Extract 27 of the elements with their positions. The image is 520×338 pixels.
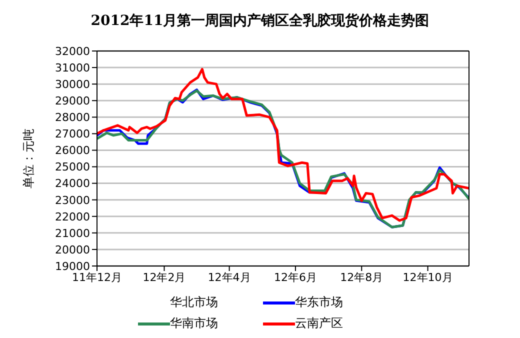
y-tick-label: 19000: [55, 260, 90, 273]
y-tick-label: 31000: [55, 61, 90, 74]
y-tick-label: 26000: [55, 144, 90, 158]
legend-label: 华东市场: [295, 294, 343, 311]
y-tick-label: 20000: [55, 243, 90, 256]
y-tick-label: 25000: [55, 160, 90, 174]
text: 华北市场: [169, 294, 219, 311]
chart-title: 2012年11月第一周国内产销区全乳胶现货价格走势图: [90, 12, 430, 30]
y-tick-label: 21000: [55, 226, 90, 240]
x-tick-label: 11年12月: [72, 270, 122, 284]
x-tick-label: 12年6月: [274, 270, 317, 284]
y-tick-label: 23000: [55, 194, 90, 207]
y-tick-label: 28000: [55, 111, 90, 124]
x-tick-label: 12年4月: [208, 270, 251, 284]
y-tick-label: 29000: [55, 94, 90, 108]
y-tick-label: 32000: [55, 44, 90, 58]
legend-label: 华南市场: [170, 315, 218, 332]
legend-label: 云南产区: [295, 315, 343, 332]
line-series: [97, 68, 469, 222]
x-tick-label: 12年8月: [340, 270, 384, 284]
y-tick-label: 27000: [55, 128, 90, 141]
y-tick-label: 22000: [55, 210, 90, 224]
x-tick-label: 12年2月: [142, 270, 186, 284]
y-tick-label: 24000: [55, 177, 90, 190]
x-tick-label: 12年10月: [402, 270, 453, 284]
y-tick-label: 30000: [55, 78, 90, 91]
y-axis-title: 单位：元吨: [21, 128, 36, 188]
